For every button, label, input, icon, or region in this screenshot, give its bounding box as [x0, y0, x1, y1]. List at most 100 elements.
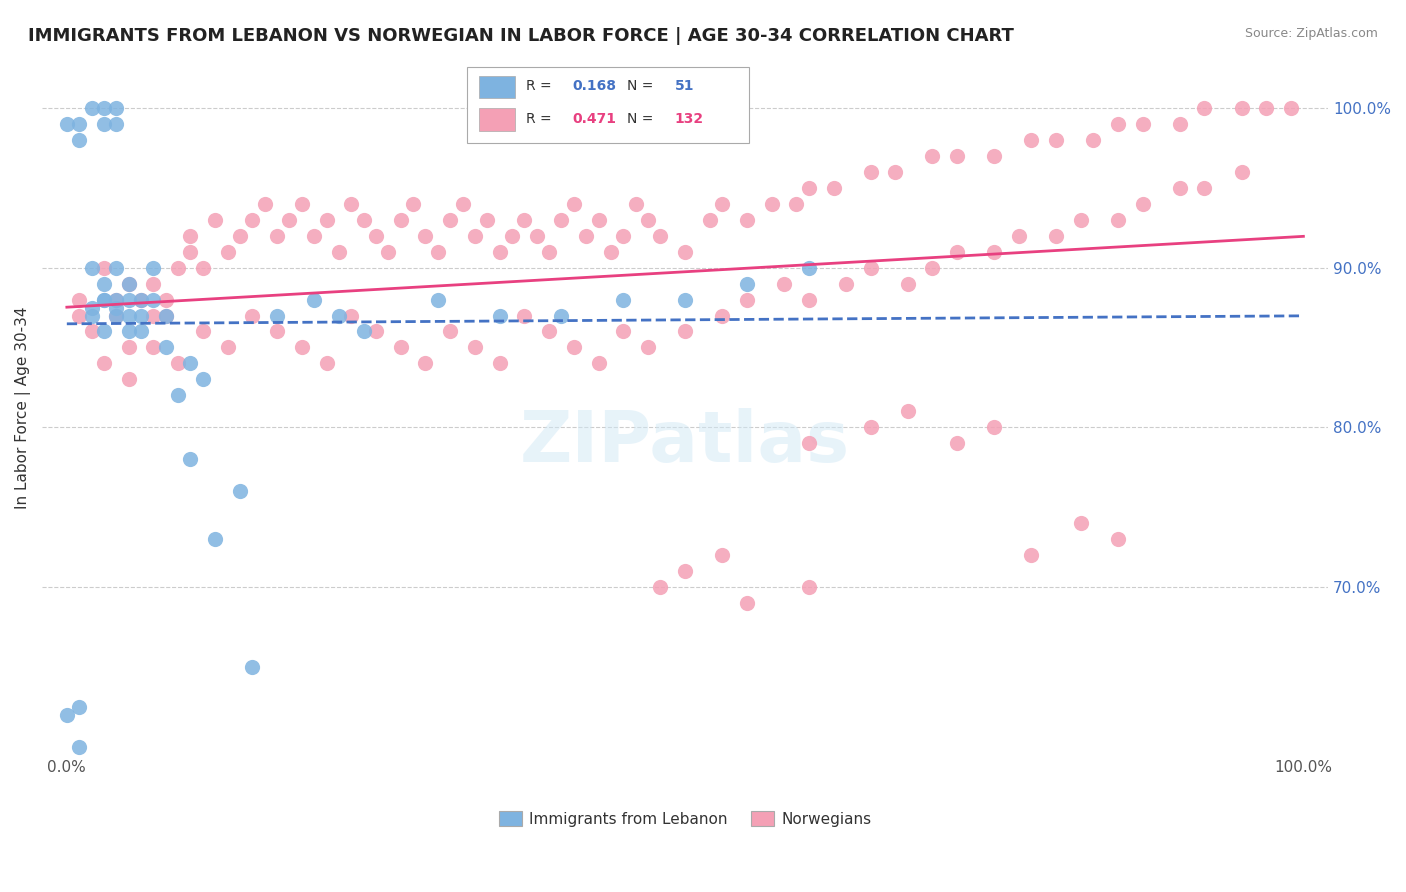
- Point: [650, 228, 672, 243]
- Point: [266, 309, 288, 323]
- Point: [1083, 132, 1105, 146]
- Point: [773, 277, 796, 291]
- Point: [118, 372, 141, 386]
- Point: [315, 212, 337, 227]
- Point: [1168, 180, 1191, 194]
- Point: [118, 277, 141, 291]
- Point: [1107, 117, 1129, 131]
- Point: [439, 325, 461, 339]
- Point: [588, 212, 610, 227]
- Point: [673, 565, 696, 579]
- Point: [797, 436, 820, 450]
- Point: [415, 356, 437, 370]
- Point: [637, 341, 659, 355]
- Point: [155, 309, 177, 323]
- Point: [328, 244, 350, 259]
- Point: [191, 372, 214, 386]
- Point: [93, 356, 115, 370]
- Point: [217, 341, 239, 355]
- Point: [105, 293, 128, 307]
- Point: [389, 212, 412, 227]
- Point: [240, 309, 263, 323]
- Point: [1230, 164, 1253, 178]
- Point: [921, 148, 943, 162]
- Point: [80, 101, 103, 115]
- Point: [328, 309, 350, 323]
- Point: [266, 228, 288, 243]
- Point: [711, 196, 734, 211]
- Point: [575, 228, 598, 243]
- Point: [253, 196, 276, 211]
- Point: [526, 228, 548, 243]
- Point: [402, 196, 425, 211]
- Text: R =: R =: [526, 79, 555, 93]
- Point: [179, 228, 201, 243]
- Point: [302, 293, 325, 307]
- Point: [1045, 228, 1067, 243]
- Point: [105, 117, 128, 131]
- Text: IMMIGRANTS FROM LEBANON VS NORWEGIAN IN LABOR FORCE | AGE 30-34 CORRELATION CHAR: IMMIGRANTS FROM LEBANON VS NORWEGIAN IN …: [28, 27, 1014, 45]
- Point: [797, 180, 820, 194]
- Point: [1194, 101, 1216, 115]
- Point: [167, 260, 190, 275]
- Point: [550, 309, 572, 323]
- Point: [1008, 228, 1031, 243]
- Point: [946, 244, 969, 259]
- Point: [105, 293, 128, 307]
- Point: [735, 277, 758, 291]
- Point: [67, 700, 90, 714]
- Point: [67, 293, 90, 307]
- Point: [562, 196, 585, 211]
- Text: 132: 132: [675, 112, 704, 126]
- Point: [1256, 101, 1278, 115]
- Point: [859, 260, 882, 275]
- Point: [501, 228, 523, 243]
- Point: [562, 341, 585, 355]
- Point: [142, 309, 165, 323]
- Point: [142, 277, 165, 291]
- Point: [118, 341, 141, 355]
- Point: [179, 356, 201, 370]
- Point: [1021, 132, 1043, 146]
- Point: [155, 293, 177, 307]
- Point: [229, 228, 252, 243]
- Point: [477, 212, 499, 227]
- Point: [1168, 117, 1191, 131]
- Text: N =: N =: [627, 112, 658, 126]
- Point: [673, 325, 696, 339]
- Text: N =: N =: [627, 79, 658, 93]
- Point: [711, 309, 734, 323]
- Text: ZIPatlas: ZIPatlas: [520, 408, 851, 476]
- Point: [179, 244, 201, 259]
- Point: [415, 228, 437, 243]
- Point: [588, 356, 610, 370]
- Point: [56, 117, 79, 131]
- Point: [464, 341, 486, 355]
- Point: [155, 309, 177, 323]
- Text: 51: 51: [675, 79, 695, 93]
- Point: [191, 260, 214, 275]
- Point: [884, 164, 907, 178]
- Point: [835, 277, 858, 291]
- Point: [105, 309, 128, 323]
- Point: [93, 277, 115, 291]
- Point: [650, 581, 672, 595]
- Point: [612, 293, 634, 307]
- Point: [377, 244, 399, 259]
- Point: [735, 293, 758, 307]
- FancyBboxPatch shape: [479, 76, 516, 98]
- FancyBboxPatch shape: [467, 67, 749, 143]
- Point: [340, 196, 363, 211]
- Point: [426, 244, 449, 259]
- Point: [488, 244, 510, 259]
- Point: [167, 388, 190, 402]
- Point: [538, 244, 561, 259]
- Point: [142, 341, 165, 355]
- Point: [699, 212, 721, 227]
- Point: [488, 309, 510, 323]
- Text: 0.471: 0.471: [572, 112, 616, 126]
- Point: [191, 325, 214, 339]
- Point: [859, 420, 882, 434]
- Point: [118, 325, 141, 339]
- Point: [204, 212, 226, 227]
